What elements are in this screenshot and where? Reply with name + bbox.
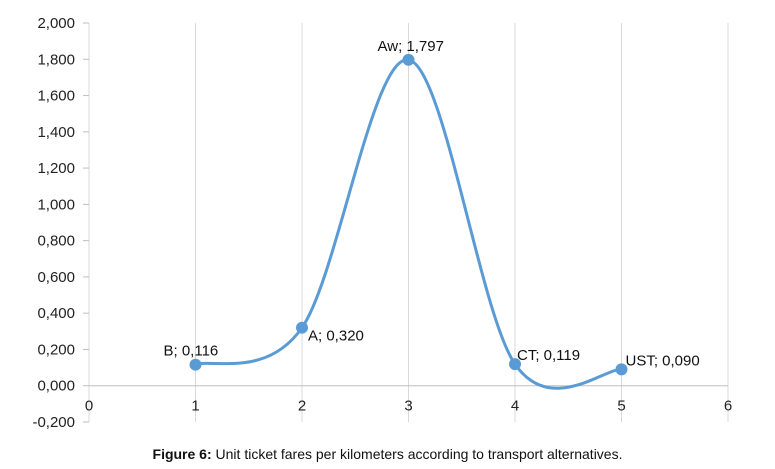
y-tick-label: 1,400 [37, 124, 75, 141]
y-tick-label: 0,200 [37, 341, 75, 358]
x-tick-label: 6 [724, 398, 732, 415]
x-tick-label: 3 [404, 398, 412, 415]
caption-label: Figure 6: [152, 446, 212, 462]
y-tick-label: 1,600 [37, 88, 75, 105]
y-tick-label: 0,800 [37, 233, 75, 250]
data-point [296, 321, 308, 334]
y-tick-label: 0,400 [37, 305, 75, 322]
y-tick-label: 1,000 [37, 196, 75, 213]
data-label: A; 0,320 [308, 328, 364, 345]
x-tick-label: 2 [298, 398, 306, 415]
y-tick-label: 2,000 [37, 15, 75, 32]
data-point [615, 363, 628, 376]
data-label: CT; 0,119 [517, 347, 580, 364]
y-axis-tick-labels: -0,200 0,000 0,200 0,400 0,600 0,800 1,000 1,20… [32, 15, 75, 431]
axes [83, 22, 728, 423]
data-point [402, 53, 415, 66]
data-labels: B; 0,116 A; 0,320 Aw; 1,797 CT; 0,119 UST; 0… [164, 38, 700, 370]
y-tick-label: 0,600 [37, 269, 75, 286]
data-point [189, 358, 202, 371]
data-label: Aw; 1,797 [378, 38, 444, 55]
caption-text: Unit ticket fares per kilometers accordi… [211, 446, 623, 462]
y-tick-label: 0,000 [37, 378, 75, 395]
data-label: B; 0,116 [164, 343, 219, 360]
data-label: UST; 0,090 [626, 352, 700, 369]
x-tick-label: 4 [511, 398, 519, 415]
grid-lines [88, 23, 729, 422]
data-point [509, 358, 521, 371]
figure-caption: Figure 6: Unit ticket fares per kilomete… [0, 446, 775, 462]
series [189, 53, 628, 390]
x-tick-label: 1 [191, 398, 199, 415]
x-tick-label: 5 [617, 398, 625, 415]
y-tick-label: 1,200 [37, 160, 75, 177]
x-axis-tick-labels: 0 1 2 3 4 5 6 [85, 398, 732, 415]
y-tick-label: -0,200 [32, 414, 75, 431]
y-tick-label: 1,800 [37, 51, 75, 68]
line-chart: -0,200 0,000 0,200 0,400 0,600 0,800 1,000 1,20… [32, 15, 732, 431]
x-tick-label: 0 [85, 398, 93, 415]
